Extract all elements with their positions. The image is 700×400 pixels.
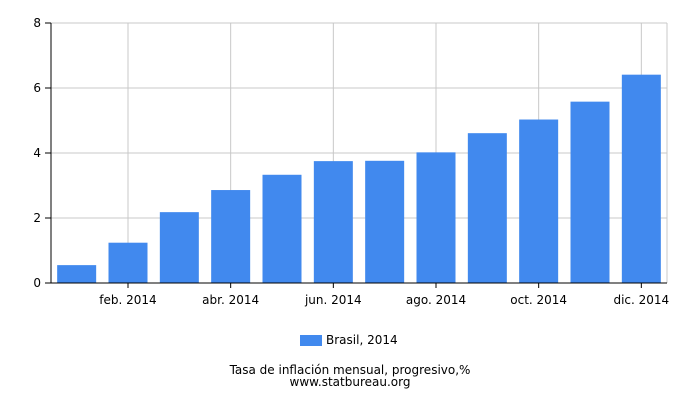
bar-chart: 0 2 4 6 8 feb. 2014 abr. 2014 jun. 2014 ago. 20… [33, 16, 669, 307]
legend: Brasil, 2014 [300, 333, 398, 347]
bars [57, 74, 661, 284]
legend-swatch [300, 334, 322, 346]
x-tick-label: dic. 2014 [613, 293, 669, 307]
x-tick-label: jun. 2014 [304, 293, 362, 307]
legend-label: Brasil, 2014 [326, 333, 398, 347]
y-tick-label: 8 [33, 16, 41, 30]
bar [467, 133, 507, 283]
bar [262, 174, 302, 283]
bar [519, 119, 559, 284]
bar [621, 74, 661, 283]
bar [365, 160, 405, 283]
x-tick-label: ago. 2014 [406, 293, 466, 307]
x-tick-label: oct. 2014 [510, 293, 567, 307]
bar [313, 161, 353, 283]
bar [108, 242, 148, 283]
bar [57, 265, 97, 283]
axes [45, 22, 667, 288]
bar [211, 190, 251, 283]
bar [159, 212, 199, 283]
bar [416, 152, 456, 283]
x-tick-label: abr. 2014 [202, 293, 259, 307]
y-tick-label: 0 [33, 276, 41, 290]
chart-title: Tasa de inflación mensual, progresivo,% [229, 363, 471, 377]
x-tick-label: feb. 2014 [99, 293, 156, 307]
y-tick-label: 6 [33, 81, 41, 95]
x-tick-labels: feb. 2014 abr. 2014 jun. 2014 ago. 2014 oct.… [99, 293, 669, 307]
y-tick-label: 4 [33, 146, 41, 160]
y-tick-label: 2 [33, 211, 41, 225]
y-tick-labels: 0 2 4 6 8 [33, 16, 41, 290]
bar [570, 101, 610, 284]
chart-source: www.statbureau.org [289, 375, 411, 389]
